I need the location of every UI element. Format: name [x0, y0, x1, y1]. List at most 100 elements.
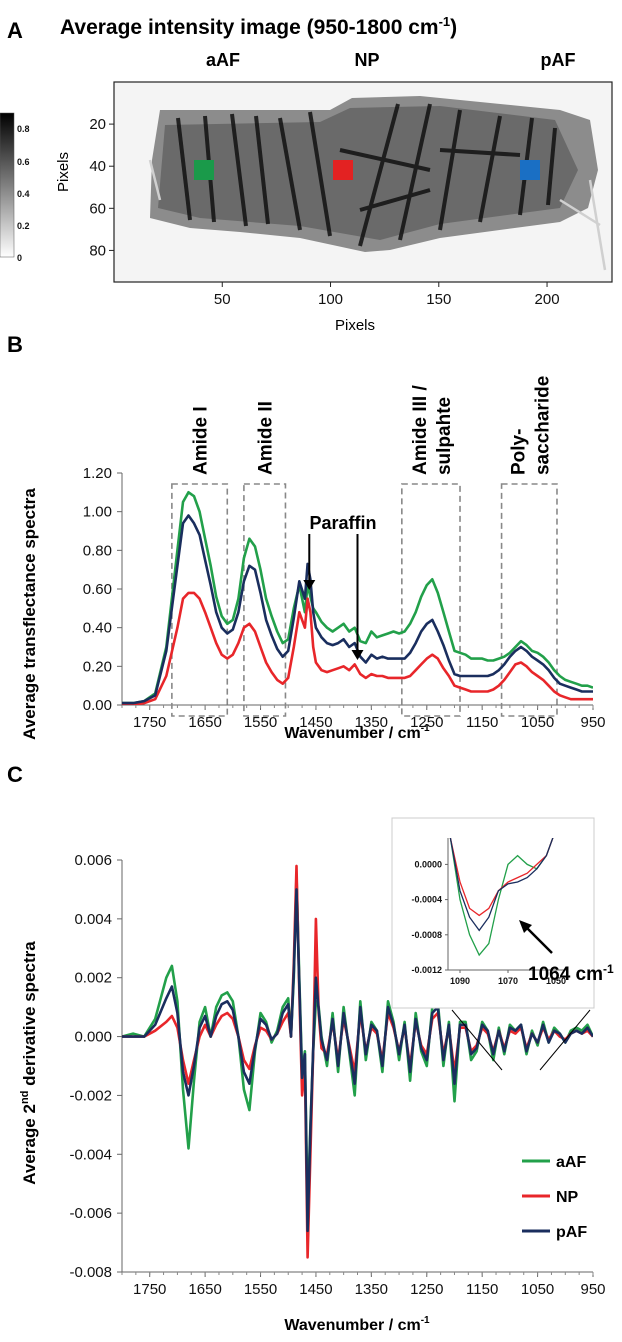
inset-y-tick-label: -0.0012 [411, 965, 442, 975]
tissue-section [148, 96, 607, 271]
colorbar-tick: 0.4 [17, 189, 30, 199]
x-tick-label: 1450 [299, 714, 332, 731]
x-tick-label: 950 [580, 1281, 605, 1298]
inset-series-np-line [449, 838, 554, 917]
panel-b-bands: Amide I Amide II Amide III / sulpahte Poly-s… [171, 376, 558, 717]
inset-annotation: 1064 cm-1 [528, 962, 614, 985]
series-paf-line [122, 514, 593, 705]
panel-a: A Average intensity image (950-1800 cm-1… [0, 14, 613, 334]
paraffin-arrow-head [303, 580, 316, 590]
region-label-paf: pAF [541, 50, 576, 70]
colorbar-tick: 0.2 [17, 221, 30, 231]
x-tick-label: 1750 [133, 714, 166, 731]
x-tick-label: 1550 [244, 1281, 277, 1298]
band-box [171, 483, 229, 717]
y-tick-label: 80 [89, 242, 106, 259]
panel-b-xlabel: Wavenumber / cm-1 [284, 723, 430, 742]
inset-y-tick-label: 0.0000 [414, 859, 442, 869]
y-tick-label: 0.40 [83, 620, 112, 637]
y-tick-label: 0.002 [74, 970, 112, 987]
inset-arrow [524, 925, 553, 954]
inset-arrow-head [519, 920, 532, 933]
x-tick-label: 1650 [188, 714, 221, 731]
x-tick-label: 200 [535, 291, 560, 308]
colorbar-tick: 0.6 [17, 157, 30, 167]
panel-c: C Average 2nd derivative spectra 1750 165… [7, 762, 614, 1334]
band-box [401, 483, 461, 717]
colorbar-tick: 0 [17, 253, 22, 263]
inset-chart: 0.0000 -0.0004 -0.0008 -0.0012 1090 1070 1050 [411, 838, 568, 986]
marker-np [333, 160, 353, 180]
inset-x-tick-label: 1070 [498, 976, 518, 986]
x-tick-label: 50 [214, 291, 231, 308]
y-tick-label: 0.004 [74, 911, 112, 928]
band-label: Poly- [508, 429, 529, 475]
x-tick-label: 1750 [133, 1281, 166, 1298]
band-box [500, 483, 558, 717]
paraffin-label: Paraffin [309, 513, 376, 533]
x-tick-label: 1250 [410, 714, 443, 731]
panel-c-series [122, 864, 593, 1259]
panel-b-arrows [303, 534, 364, 660]
panel-a-title: Average intensity image (950-1800 cm-1) [60, 14, 457, 39]
legend-label: NP [556, 1189, 579, 1206]
x-tick-label: 1050 [521, 714, 554, 731]
marker-paf [520, 160, 540, 180]
y-tick-label: -0.006 [69, 1205, 112, 1222]
region-label-aaf: aAF [206, 50, 240, 70]
y-tick-label: 0.006 [74, 852, 112, 869]
x-tick-label: 1350 [355, 714, 388, 731]
inset-connector [451, 1009, 503, 1071]
panel-c-letter: C [7, 762, 23, 787]
panel-a-y-ticks: 20 40 60 80 [89, 116, 114, 259]
inset-series [449, 838, 554, 957]
panel-b: B Average transflectance spectra 1750 165… [7, 332, 606, 742]
panel-c-ylabel: Average 2nd derivative spectra [19, 941, 39, 1185]
panel-c-axes: 1750 1650 1550 1450 1350 1250 1150 1050 950 -0.00… [69, 852, 605, 1298]
x-tick-label: 1450 [299, 1281, 332, 1298]
y-tick-label: 20 [89, 116, 106, 133]
y-tick-label: 1.00 [83, 504, 112, 521]
x-tick-label: 1650 [188, 1281, 221, 1298]
y-tick-label: -0.008 [69, 1264, 112, 1281]
panel-c-xlabel: Wavenumber / cm-1 [284, 1315, 430, 1334]
legend-label: aAF [556, 1154, 586, 1171]
x-tick-label: 1050 [521, 1281, 554, 1298]
inset-series-paf-line [449, 838, 554, 932]
inset-x-tick-label: 1090 [450, 976, 470, 986]
panel-a-ylabel: Pixels [55, 152, 72, 192]
x-tick-label: 1550 [244, 714, 277, 731]
band-box [243, 483, 287, 717]
band-label: sulpahte [434, 397, 455, 475]
panel-a-letter: A [7, 18, 23, 43]
panel-a-xlabel: Pixels [335, 317, 375, 334]
y-tick-label: 0.80 [83, 542, 112, 559]
y-tick-label: 60 [89, 200, 106, 217]
inset-connector [539, 1009, 591, 1071]
y-tick-label: 1.20 [83, 465, 112, 482]
series-aaf-line [122, 491, 593, 705]
y-tick-label: 0.60 [83, 581, 112, 598]
colorbar-tick: 0.8 [17, 124, 30, 134]
y-tick-label: -0.004 [69, 1146, 112, 1163]
x-tick-label: 950 [580, 714, 605, 731]
y-tick-label: 0.000 [74, 1029, 112, 1046]
x-tick-label: 1150 [466, 714, 498, 731]
inset-x-tick-label: 1050 [546, 976, 566, 986]
panel-a-x-ticks: 50 100 150 200 [214, 282, 560, 308]
y-tick-label: 0.20 [83, 658, 112, 675]
inset-y-tick-label: -0.0004 [411, 895, 442, 905]
colorbar [0, 112, 15, 258]
x-tick-label: 1150 [466, 1281, 498, 1298]
x-tick-label: 1350 [355, 1281, 388, 1298]
inset-panel [391, 817, 595, 1009]
y-tick-label: -0.002 [69, 1087, 112, 1104]
legend: aAF NP pAF [522, 1154, 587, 1241]
region-label-np: NP [354, 50, 379, 70]
band-label: saccharide [532, 376, 553, 475]
panel-b-letter: B [7, 332, 23, 357]
y-tick-label: 40 [89, 158, 106, 175]
panel-b-ylabel: Average transflectance spectra [20, 488, 39, 740]
panel-b-series [122, 491, 593, 705]
